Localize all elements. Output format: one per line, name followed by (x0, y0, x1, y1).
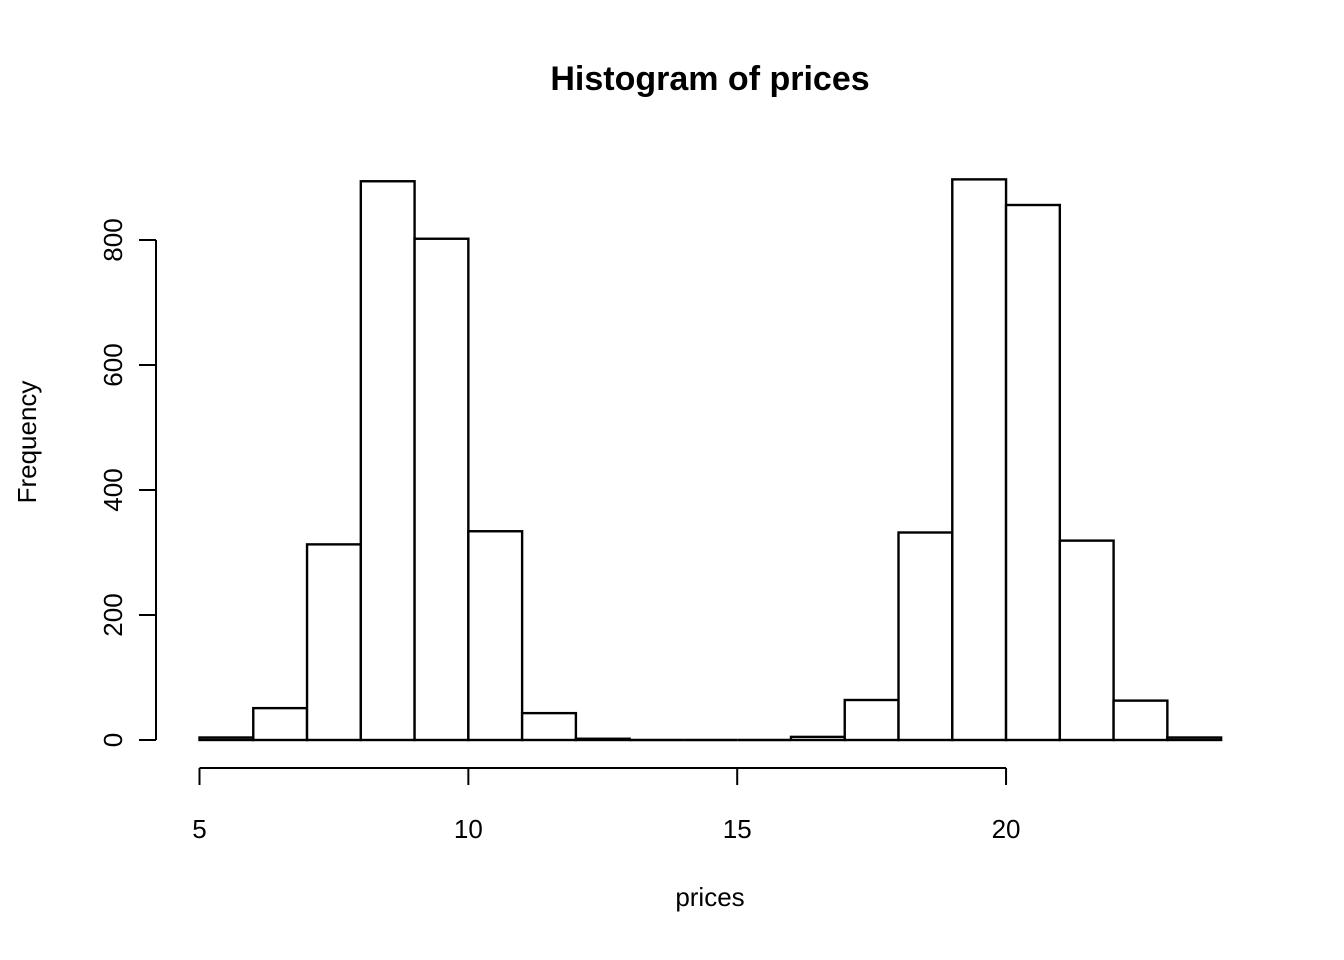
histogram-bar (1166, 736, 1223, 742)
y-tick-label: 400 (98, 468, 128, 511)
histogram-bar (359, 180, 416, 742)
x-tick-label: 15 (723, 814, 752, 844)
bars-group (198, 178, 1223, 742)
histogram-bar (1004, 203, 1062, 742)
chart-title: Histogram of prices (550, 60, 869, 98)
histogram-bar (843, 698, 900, 742)
histogram-bar (789, 735, 846, 742)
x-tick-label: 5 (192, 814, 206, 844)
x-axis-label: prices (675, 882, 744, 912)
histogram-bar (413, 237, 470, 742)
histogram-bar (252, 706, 309, 742)
histogram-bar (897, 531, 954, 742)
y-axis: 0 200 400 600 800 (98, 218, 157, 747)
y-tick-label: 200 (98, 593, 128, 636)
y-axis-label: Frequency (12, 381, 42, 504)
histogram-bar (1058, 539, 1115, 742)
y-tick-label: 600 (98, 343, 128, 386)
histogram-bar (1112, 699, 1169, 742)
histogram-bar (520, 711, 578, 742)
histogram-bar (467, 530, 524, 742)
y-tick-label: 800 (98, 218, 128, 261)
histogram-bar (951, 178, 1008, 742)
histogram-bar (574, 737, 631, 742)
y-tick-label: 0 (98, 733, 128, 747)
x-tick-label: 20 (992, 814, 1021, 844)
histogram-bar (198, 736, 255, 742)
x-tick-label: 10 (454, 814, 483, 844)
x-axis: 5 10 15 20 (192, 767, 1021, 844)
histogram-bar (305, 543, 363, 742)
